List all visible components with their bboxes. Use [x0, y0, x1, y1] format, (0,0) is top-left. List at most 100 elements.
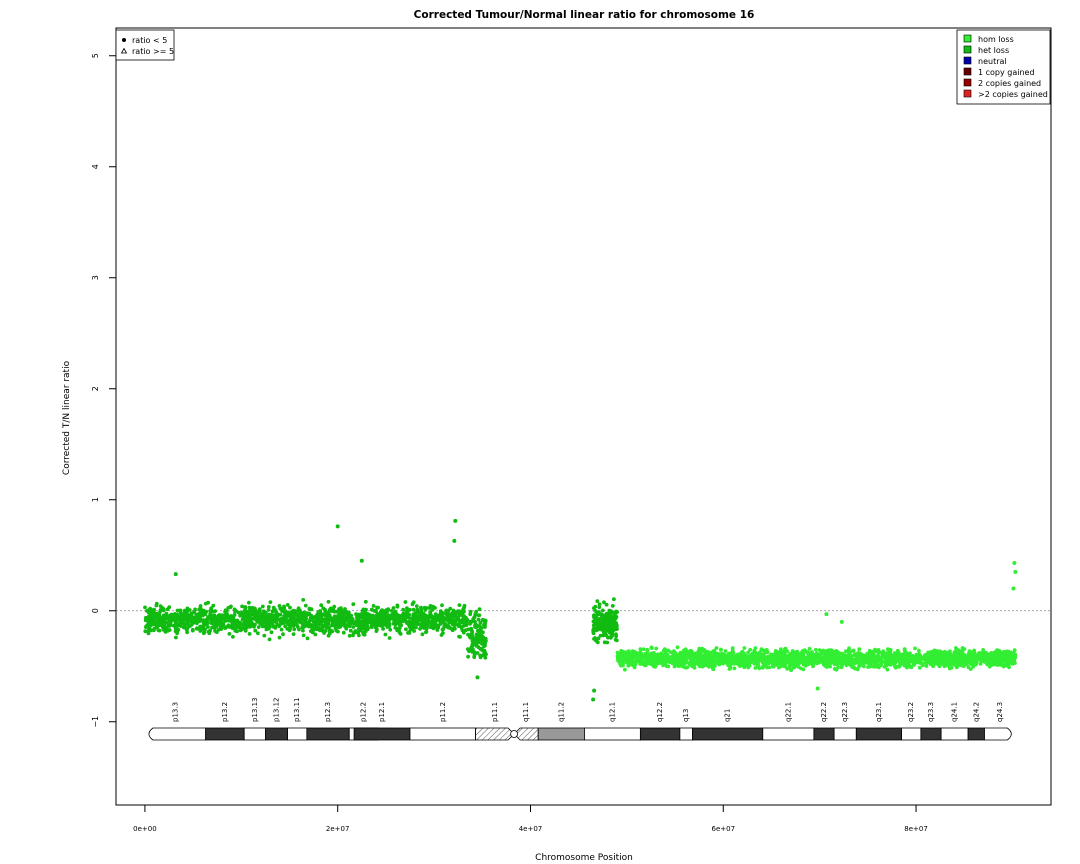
data-point: [783, 664, 788, 668]
data-point: [480, 641, 484, 646]
data-point: [371, 613, 375, 618]
data-point: [288, 605, 292, 610]
data-point: [183, 613, 187, 618]
data-point: [434, 618, 438, 623]
data-point: [697, 664, 702, 669]
data-point: [397, 628, 401, 632]
data-point: [825, 658, 830, 662]
data-point: [380, 612, 385, 617]
y-tick-label: 3: [91, 275, 100, 280]
ideogram-band-label: p13.11: [293, 698, 301, 722]
data-point: [692, 664, 696, 669]
data-point: [683, 655, 688, 660]
ideogram-band: [265, 727, 288, 741]
data-point: [253, 628, 258, 633]
data-point: [266, 619, 271, 624]
data-point: [267, 625, 272, 629]
data-point: [329, 628, 334, 633]
data-point: [453, 618, 457, 623]
data-point: [592, 606, 596, 610]
data-point: [246, 624, 250, 629]
data-point: [148, 612, 153, 617]
data-point: [299, 613, 304, 618]
data-point: [293, 622, 298, 626]
data-point: [472, 653, 477, 658]
data-point: [173, 626, 178, 631]
data-point: [178, 624, 183, 628]
data-point: [247, 612, 252, 617]
data-point: [677, 663, 682, 668]
data-point: [752, 655, 757, 660]
data-point: [727, 658, 731, 663]
data-point: [697, 656, 701, 661]
data-point: [300, 617, 305, 622]
data-point: [479, 626, 484, 630]
data-point: [482, 649, 486, 654]
data-point: [271, 624, 276, 629]
data-point: [859, 653, 863, 658]
data-point: [457, 623, 462, 628]
data-point: [857, 647, 862, 652]
data-point: [917, 665, 922, 670]
data-point: [936, 652, 941, 656]
data-point: [327, 609, 331, 614]
data-point: [262, 633, 267, 638]
data-point: [604, 633, 608, 638]
data-point: [418, 622, 422, 626]
data-point: [791, 665, 796, 669]
data-point: [661, 663, 665, 668]
ideogram-band-label: q23.2: [907, 702, 915, 722]
data-point: [188, 624, 192, 628]
data-point: [746, 657, 751, 662]
data-point: [344, 626, 349, 631]
data-point: [773, 652, 777, 657]
data-point: [238, 623, 243, 627]
data-point: [476, 628, 480, 633]
data-point: [622, 653, 627, 658]
data-point: [1006, 664, 1011, 668]
data-point: [325, 622, 330, 627]
data-point: [929, 658, 933, 663]
data-point: [371, 604, 376, 608]
data-point: [295, 625, 300, 629]
data-point: [420, 612, 424, 617]
data-point: [739, 656, 743, 661]
data-point: [746, 650, 751, 655]
data-point: [884, 651, 889, 656]
x-tick-label: 2e+07: [326, 825, 350, 833]
data-point: [783, 647, 787, 651]
data-point: [599, 612, 604, 617]
data-point: [612, 624, 617, 629]
data-point: [466, 654, 470, 659]
data-point: [846, 660, 851, 664]
data-point: [470, 650, 475, 654]
data-point: [648, 652, 653, 656]
data-point: [753, 650, 758, 655]
data-point: [234, 609, 239, 613]
data-point: [479, 653, 484, 658]
data-point: [606, 619, 610, 624]
data-point: [623, 667, 627, 672]
data-point: [808, 661, 812, 666]
data-point: [405, 610, 410, 615]
data-point: [168, 620, 173, 625]
data-point: [240, 626, 245, 631]
data-point: [266, 605, 271, 609]
data-point: [438, 609, 443, 613]
data-point: [167, 605, 172, 610]
data-point: [195, 626, 199, 631]
data-point: [785, 666, 789, 671]
data-point: [267, 612, 272, 617]
data-point: [374, 609, 378, 613]
data-point: [199, 607, 203, 611]
data-point: [243, 607, 248, 612]
data-point: [1004, 649, 1009, 654]
data-point: [964, 660, 969, 664]
data-point: [414, 625, 418, 630]
data-point: [868, 651, 873, 655]
data-point: [341, 619, 345, 624]
data-point: [840, 651, 845, 656]
data-point: [370, 607, 374, 612]
legend-label: hom loss: [978, 35, 1014, 44]
